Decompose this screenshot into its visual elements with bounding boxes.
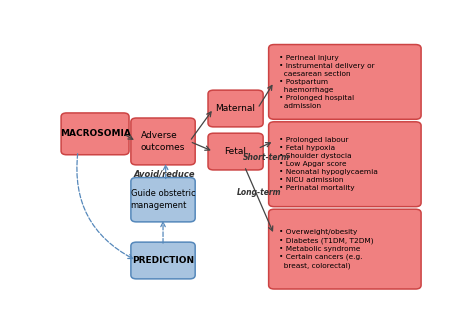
Text: MACROSOMIA: MACROSOMIA [60, 129, 130, 139]
Text: • Perineal injury
• Instrumental delivery or
  caesarean section
• Postpartum
  : • Perineal injury • Instrumental deliver… [279, 55, 374, 109]
FancyBboxPatch shape [131, 242, 195, 279]
Text: Avoid/reduce: Avoid/reduce [133, 169, 195, 178]
Text: Maternal: Maternal [216, 104, 255, 113]
Text: Long-term: Long-term [237, 188, 282, 197]
Text: PREDICTION: PREDICTION [132, 256, 194, 265]
FancyBboxPatch shape [269, 122, 421, 207]
Text: Short-term: Short-term [243, 153, 291, 162]
Text: Adverse
outcomes: Adverse outcomes [141, 131, 185, 152]
FancyBboxPatch shape [208, 133, 263, 170]
FancyBboxPatch shape [269, 44, 421, 119]
Text: Fetal: Fetal [225, 147, 246, 156]
Text: Guide obstetric
management: Guide obstetric management [131, 189, 195, 210]
FancyBboxPatch shape [131, 178, 195, 222]
Text: • Prolonged labour
• Fetal hypoxia
• Shoulder dystocia
• Low Apgar score
• Neona: • Prolonged labour • Fetal hypoxia • Sho… [279, 137, 377, 191]
FancyBboxPatch shape [61, 113, 129, 155]
Text: • Overweight/obesity
• Diabetes (T1DM, T2DM)
• Metabolic syndrome
• Certain canc: • Overweight/obesity • Diabetes (T1DM, T… [279, 229, 373, 269]
FancyBboxPatch shape [269, 209, 421, 289]
FancyBboxPatch shape [131, 118, 195, 165]
FancyBboxPatch shape [208, 90, 263, 127]
